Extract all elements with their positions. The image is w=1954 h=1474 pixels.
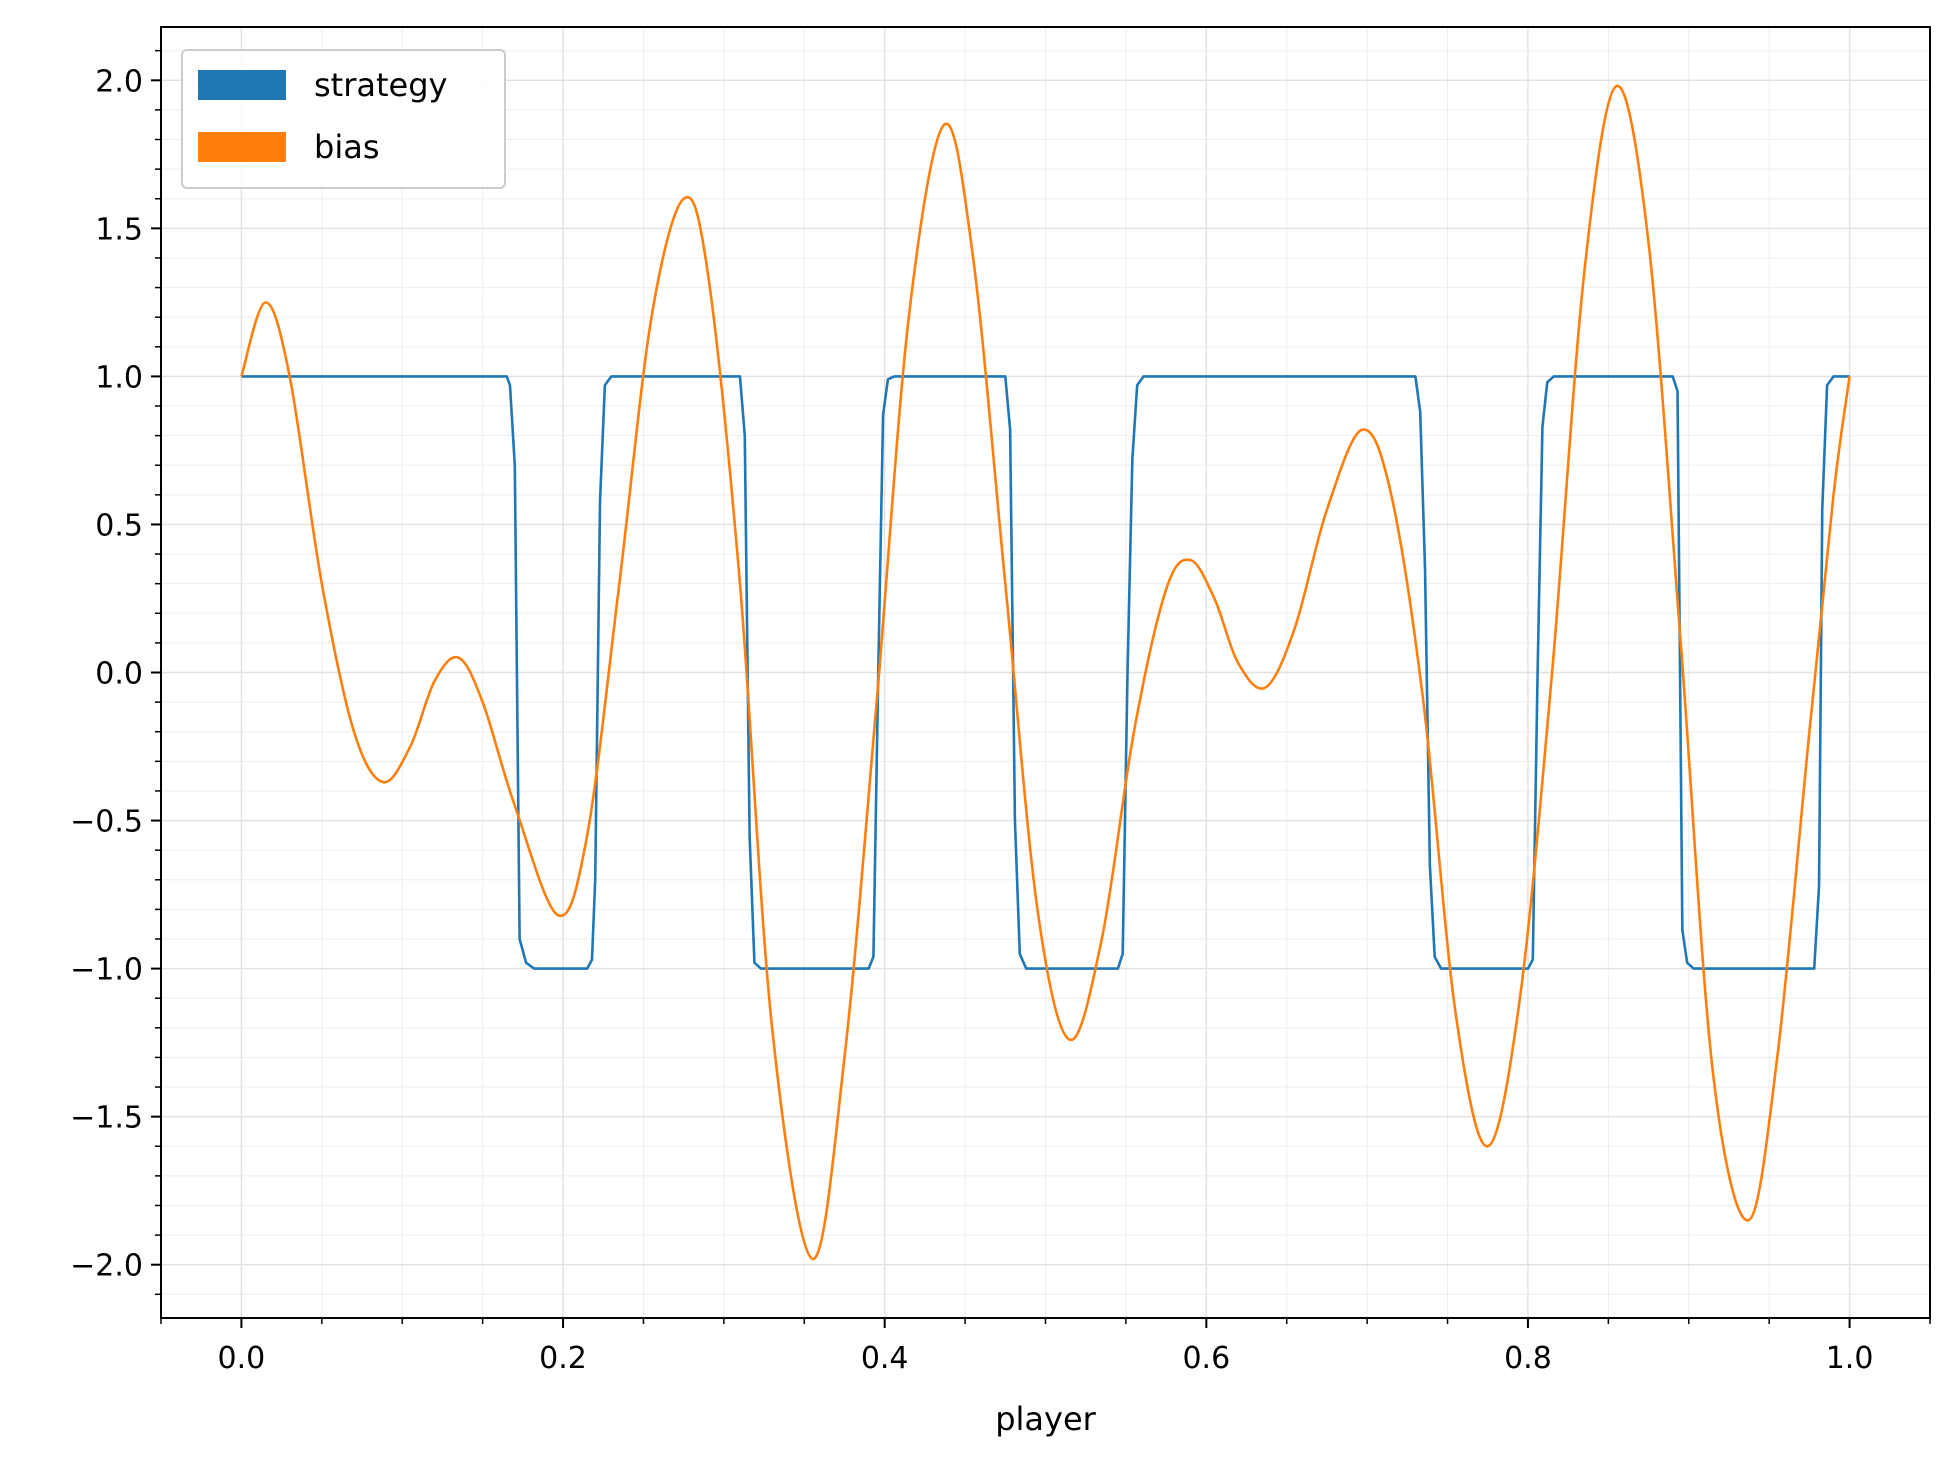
y-tick-label: −2.0 <box>70 1249 143 1284</box>
y-tick-label: 1.0 <box>95 360 143 395</box>
series-lines <box>240 84 1851 1261</box>
axis-ticks <box>151 49 1931 1328</box>
legend-swatch-bias <box>198 132 286 162</box>
tick-labels: 0.0 0.2 0.4 0.6 0.8 1.0 −2.0 −1.5 −1.0 −0.5 0.0 0.5… <box>70 64 1873 1376</box>
x-tick-label: 0.2 <box>539 1341 587 1376</box>
y-tick-label: 1.5 <box>95 212 143 247</box>
legend: strategy bias <box>181 49 506 189</box>
y-tick-label: −1.5 <box>70 1101 143 1136</box>
x-axis-label: player <box>995 1400 1096 1438</box>
y-tick-label: 2.0 <box>95 64 143 99</box>
y-tick-label: −1.0 <box>70 953 143 988</box>
legend-swatch-strategy <box>198 70 286 100</box>
y-tick-label: −0.5 <box>70 805 143 840</box>
y-tick-label: 0.0 <box>95 657 143 692</box>
x-tick-label: 0.0 <box>218 1341 266 1376</box>
series-line-strategy <box>241 375 1850 970</box>
legend-label-strategy: strategy <box>314 66 447 104</box>
x-tick-label: 0.8 <box>1504 1341 1552 1376</box>
x-tick-label: 1.0 <box>1826 1341 1874 1376</box>
x-tick-label: 0.4 <box>861 1341 909 1376</box>
x-tick-label: 0.6 <box>1182 1341 1230 1376</box>
y-tick-label: 0.5 <box>95 508 143 543</box>
series-line-bias <box>240 84 1851 1261</box>
legend-label-bias: bias <box>314 128 379 166</box>
